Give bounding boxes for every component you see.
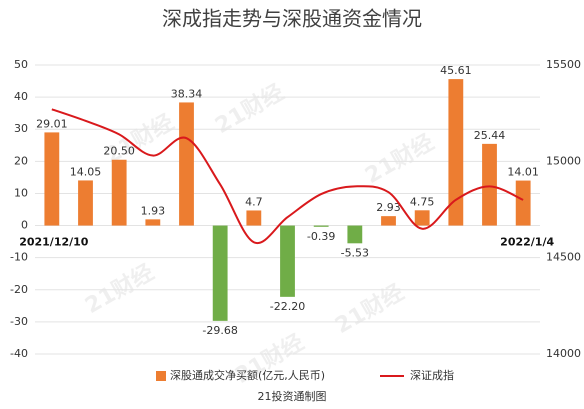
y-tick-label: 10 <box>14 186 28 199</box>
watermark: 21财经 <box>81 259 159 319</box>
data-label: 14.01 <box>507 166 539 179</box>
y-tick-label: 20 <box>14 154 28 167</box>
y-tick-label: -10 <box>10 251 28 264</box>
legend-swatch <box>156 371 166 381</box>
bar <box>212 225 228 321</box>
data-label: 4.75 <box>410 195 435 208</box>
source: 21投资通制图 <box>258 389 327 403</box>
data-label: 25.44 <box>474 129 506 142</box>
bar <box>179 102 194 226</box>
bar <box>448 79 464 226</box>
data-label: 29.01 <box>36 117 68 130</box>
data-label: 4.7 <box>245 195 263 208</box>
bar <box>414 210 430 226</box>
line <box>51 108 524 245</box>
watermark: 21财经 <box>331 279 409 339</box>
bar <box>313 225 329 227</box>
legend-label: 深股通成交净买额(亿元,人民币) <box>170 368 325 382</box>
y-tick-label: -30 <box>10 315 28 328</box>
watermark: 21财经 <box>211 79 289 139</box>
x-tick-label: 2022/1/4 <box>500 236 554 249</box>
data-label: 14.05 <box>70 165 102 178</box>
data-label: -0.39 <box>307 230 335 243</box>
data-label: -29.68 <box>202 324 237 337</box>
data-label: 45.61 <box>440 64 472 77</box>
bar <box>482 143 497 226</box>
y2-tick-label: 15000 <box>546 154 581 167</box>
data-label: -5.53 <box>341 246 369 259</box>
bar <box>44 132 60 226</box>
data-label: 20.50 <box>103 145 135 158</box>
bar <box>280 225 295 297</box>
legend-label: 深证成指 <box>410 368 454 382</box>
bar <box>246 210 262 226</box>
data-label: 2.93 <box>376 201 401 214</box>
x-tick-label: 2021/12/10 <box>19 236 89 249</box>
y2-tick-label: 14000 <box>546 347 581 360</box>
y-tick-label: 30 <box>14 122 28 135</box>
y-tick-label: -40 <box>10 347 28 360</box>
bar <box>347 225 363 244</box>
bar <box>381 216 396 226</box>
data-label: -22.20 <box>270 300 305 313</box>
data-label: 1.93 <box>141 204 166 217</box>
bar <box>145 219 161 226</box>
bar <box>111 159 127 226</box>
y-tick-label: 50 <box>14 58 28 71</box>
y-tick-label: 0 <box>21 219 28 232</box>
bar <box>78 180 93 226</box>
y-tick-label: 40 <box>14 90 28 103</box>
y2-tick-label: 15500 <box>546 58 581 71</box>
y2-tick-label: 14500 <box>546 251 581 264</box>
data-label: 38.34 <box>171 87 203 100</box>
y-tick-label: -20 <box>10 283 28 296</box>
chart-title: 深成指走势与深股通资金情况 <box>162 7 422 31</box>
bar <box>515 180 531 226</box>
watermark: 21财经 <box>361 129 439 189</box>
